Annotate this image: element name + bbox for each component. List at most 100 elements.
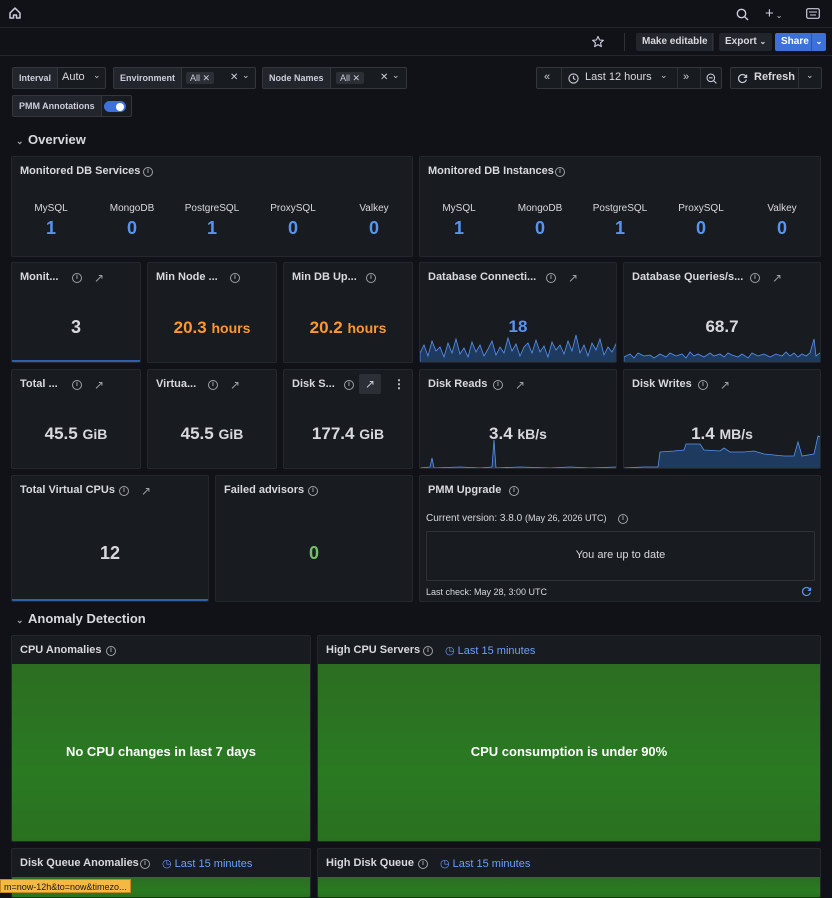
database-queries-panel: Database Queries/s... i ↗ 68.7 <box>623 262 821 363</box>
home-icon[interactable] <box>8 6 22 20</box>
info-icon[interactable]: i <box>143 167 153 177</box>
environment-variable[interactable]: Environment All ✕ ✕ ⌄ <box>113 67 256 89</box>
panel-title: Disk Queue Anomalies <box>20 857 139 869</box>
stat-value: 0 <box>308 543 319 563</box>
stat-value: 0 <box>368 218 379 238</box>
info-icon[interactable]: i <box>344 380 354 390</box>
stat-value: 3.4 kB/s <box>420 424 616 444</box>
environment-chip[interactable]: All ✕ <box>186 72 215 84</box>
chevron-down-icon: ⌄ <box>16 615 24 625</box>
stat-value: 68.7 <box>705 317 739 336</box>
stat-label: Valkey <box>767 203 797 214</box>
time-range-badge: ◷ Last 15 minutes <box>445 644 535 657</box>
info-icon[interactable]: i <box>509 486 519 496</box>
clock-icon <box>568 73 579 84</box>
export-button[interactable]: Export ⌄ <box>719 33 773 51</box>
shift-forward-icon[interactable]: » <box>683 71 690 83</box>
info-icon[interactable]: i <box>750 273 760 283</box>
info-icon[interactable]: i <box>140 859 150 869</box>
external-link-icon[interactable]: ↗ <box>230 378 241 392</box>
status-message: CPU consumption is under 90% <box>470 744 668 759</box>
stat-postgresql: PostgreSQL 1 <box>585 203 655 239</box>
stat-label: ProxySQL <box>270 203 316 214</box>
keyboard-icon[interactable] <box>806 8 820 19</box>
info-icon[interactable]: i <box>418 859 428 869</box>
panel-menu-icon[interactable]: ⋮ <box>393 377 405 391</box>
panel-title: Failed advisors <box>224 484 305 496</box>
stat-label: MySQL <box>442 203 476 214</box>
share-dropdown-button[interactable]: ⌄ <box>811 33 826 51</box>
clock-icon: ◷ <box>440 858 450 870</box>
stat-label: PostgreSQL <box>592 203 648 214</box>
clear-icon[interactable]: ✕ <box>380 72 389 83</box>
stat-label: ProxySQL <box>678 203 724 214</box>
time-range-picker[interactable]: Last 12 hours <box>585 71 652 83</box>
value-unit: GiB <box>359 426 385 442</box>
search-icon[interactable] <box>736 8 749 21</box>
node-names-variable[interactable]: Node Names All ✕ ✕ ⌄ <box>262 67 407 89</box>
chevron-down-icon: ⌄ <box>242 70 250 80</box>
stat-value: 177.4 GiB <box>284 424 412 444</box>
close-icon[interactable]: ✕ <box>352 73 361 83</box>
info-icon[interactable]: i <box>106 646 116 656</box>
external-link-icon[interactable]: ↗ <box>94 378 105 392</box>
stat-mysql: MySQL 1 <box>424 203 494 239</box>
info-icon[interactable]: i <box>493 380 503 390</box>
info-icon[interactable]: i <box>208 380 218 390</box>
stat-valkey: Valkey 0 <box>339 203 409 239</box>
info-icon[interactable]: i <box>366 273 376 283</box>
stat-label: PostgreSQL <box>184 203 240 214</box>
clear-icon[interactable]: ✕ <box>230 72 239 83</box>
anomaly-detection-row-header[interactable]: ⌄ Anomaly Detection <box>16 611 146 626</box>
share-button[interactable]: Share <box>775 33 815 51</box>
stat-value: 0 <box>695 218 706 238</box>
cpu-anomalies-panel: CPU Anomalies i No CPU changes in last 7… <box>11 635 311 842</box>
refresh-button[interactable]: Refresh <box>754 71 795 83</box>
overview-title: Overview <box>28 132 86 147</box>
divider <box>624 33 625 51</box>
info-icon[interactable]: i <box>618 514 628 524</box>
interval-variable[interactable]: Interval Auto ⌄ <box>12 67 106 89</box>
sparkline-connections <box>420 334 616 362</box>
info-icon[interactable]: i <box>555 167 565 177</box>
refresh-icon[interactable] <box>801 586 812 597</box>
stat-value: 20.2 hours <box>284 318 412 338</box>
overview-row-header[interactable]: ⌄ Overview <box>16 132 86 147</box>
refresh-interval-chevron-icon[interactable]: ⌄ <box>806 70 814 80</box>
shift-back-icon[interactable]: « <box>544 71 551 83</box>
new-menu-icon[interactable]: + ⌄ <box>765 5 783 22</box>
annotations-toggle[interactable] <box>104 101 126 112</box>
top-bar: + ⌄ <box>0 0 832 28</box>
info-icon[interactable]: i <box>230 273 240 283</box>
min-db-uptime-panel: Min DB Up... i 20.2 hours <box>283 262 413 363</box>
value-number: 177.4 <box>311 424 355 443</box>
divider <box>677 68 678 88</box>
info-icon[interactable]: i <box>423 646 433 656</box>
external-link-icon[interactable]: ↗ <box>141 484 152 498</box>
stat-label: MongoDB <box>109 203 155 214</box>
close-icon[interactable]: ✕ <box>202 73 211 83</box>
external-link-icon[interactable]: ↗ <box>772 271 783 285</box>
info-icon[interactable]: i <box>546 273 556 283</box>
node-names-chip[interactable]: All ✕ <box>336 72 365 84</box>
panel-title: Min Node ... <box>156 271 218 283</box>
external-link-icon[interactable]: ↗ <box>568 271 579 285</box>
external-link-icon[interactable]: ↗ <box>515 378 526 392</box>
stat-value: 3 <box>70 317 81 337</box>
info-icon[interactable]: i <box>308 486 318 496</box>
external-link-icon[interactable]: ↗ <box>720 378 731 392</box>
info-icon[interactable]: i <box>72 273 82 283</box>
stat-valkey: Valkey 0 <box>747 203 817 239</box>
value-unit: GiB <box>218 426 244 442</box>
external-link-button[interactable]: ↗ <box>359 374 381 394</box>
value-number: 3.4 <box>489 424 513 443</box>
info-icon[interactable]: i <box>72 380 82 390</box>
make-editable-button[interactable]: Make editable <box>636 33 714 51</box>
star-icon[interactable] <box>591 35 605 49</box>
zoom-out-icon[interactable] <box>706 73 717 84</box>
info-icon[interactable]: i <box>698 380 708 390</box>
info-icon[interactable]: i <box>119 486 129 496</box>
version-date: (May 26, 2026 UTC) <box>524 513 607 523</box>
external-link-icon[interactable]: ↗ <box>94 271 105 285</box>
underline-accent <box>12 599 208 601</box>
